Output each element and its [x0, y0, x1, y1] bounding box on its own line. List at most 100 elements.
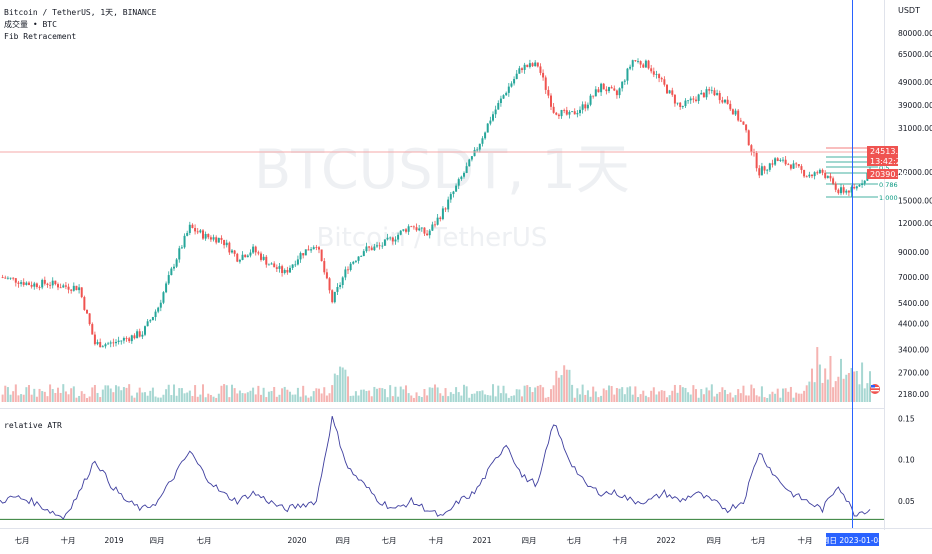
volume-bar: [57, 387, 59, 402]
symbol-legend[interactable]: Bitcoin / TetherUS, 1天, BINANCE: [4, 8, 157, 17]
volume-bar: [188, 390, 191, 402]
time-axis-label: 四月: [336, 536, 351, 545]
atr-pane[interactable]: [0, 410, 884, 528]
volume-bar: [133, 397, 136, 402]
atr-legend[interactable]: relative ATR: [4, 421, 62, 430]
candle-body: [847, 190, 850, 193]
candle-body: [331, 290, 334, 303]
candle-body: [755, 152, 758, 169]
volume-legend[interactable]: 成交量 • BTC: [4, 19, 57, 29]
volume-bar: [112, 392, 115, 402]
volume-bar: [702, 394, 705, 402]
candle-body: [402, 229, 405, 231]
candle-body: [510, 83, 513, 87]
volume-bar: [697, 397, 700, 402]
candle-body: [125, 338, 128, 339]
volume-bar: [724, 389, 726, 402]
candle-body: [133, 335, 136, 339]
volume-bar: [639, 394, 642, 402]
fib-legend[interactable]: Fib Retracement: [4, 32, 76, 41]
volume-bar: [671, 390, 674, 402]
candle-body: [805, 176, 808, 178]
volume-bar: [510, 395, 513, 402]
main-pane[interactable]: [0, 0, 884, 408]
price-scale[interactable]: USDT 80000.00 65000.00 49000.00 39000.00 310…: [898, 6, 932, 399]
volume-bar: [605, 390, 608, 402]
volume-bar: [689, 394, 692, 402]
candle-body: [589, 95, 592, 105]
candle-body: [347, 269, 349, 271]
volume-bar: [1, 394, 4, 402]
candle-body: [149, 320, 152, 322]
candle-body: [212, 237, 215, 240]
candle-body: [573, 111, 576, 115]
volume-bar: [376, 388, 378, 402]
volume-bar: [826, 379, 829, 402]
candle-body: [12, 277, 15, 279]
volume-bar: [742, 385, 745, 402]
volume-bar: [341, 367, 344, 402]
candle-body: [863, 180, 866, 184]
volume-bar: [360, 389, 363, 402]
candle-body: [789, 164, 792, 169]
candle-body: [93, 334, 96, 345]
volume-bar: [771, 391, 774, 402]
candle-body: [523, 64, 526, 70]
candle-body: [513, 78, 516, 84]
atr-line: [0, 415, 871, 520]
volume-bar: [565, 369, 568, 402]
volume-bar: [795, 392, 798, 402]
volume-bar: [478, 391, 481, 402]
candle-body: [294, 264, 297, 266]
volume-bar: [236, 393, 239, 402]
volume-bar: [186, 392, 189, 402]
candle-body: [811, 174, 813, 177]
volume-bar: [768, 394, 771, 402]
candle-body: [737, 110, 740, 121]
candle-body: [283, 269, 286, 273]
candle-body: [787, 164, 790, 166]
candle-body: [22, 282, 25, 285]
candle-body: [107, 343, 110, 345]
volume-bar: [146, 395, 149, 402]
volume-bar: [167, 384, 170, 402]
time-axis[interactable]: 七月 十月 2019 四月 七月 2020 四月 七月 十月 2021 四月 七月 十月 2022 四月 七月…: [15, 535, 813, 545]
volume-bar: [774, 393, 777, 402]
candle-body: [550, 95, 552, 107]
candle-body: [602, 83, 605, 90]
candle-body: [28, 282, 30, 285]
candle-body: [196, 231, 199, 233]
price-scale-tick: 80000.00: [898, 29, 932, 38]
volume-bar: [784, 388, 787, 402]
candle-body: [855, 186, 858, 189]
candle-body: [710, 90, 713, 92]
volume-bar: [349, 395, 352, 402]
candle-body: [228, 242, 231, 253]
candle-body: [57, 284, 59, 288]
flag-icon[interactable]: [870, 384, 880, 394]
volume-bar: [818, 364, 821, 402]
volume-bar: [333, 373, 336, 402]
volume-bar: [658, 391, 661, 402]
candle-body: [837, 189, 840, 194]
candle-body: [795, 163, 798, 165]
volume-bar: [46, 396, 49, 402]
candle-body: [199, 230, 202, 233]
volume-bar: [325, 395, 328, 402]
candle-body: [692, 98, 695, 100]
volume-bar: [589, 396, 592, 402]
candle-body: [742, 121, 745, 125]
candle-body: [542, 72, 545, 78]
volume-bar: [228, 397, 231, 402]
candle-body: [410, 226, 413, 228]
candle-body: [531, 63, 534, 67]
candle-body: [708, 89, 711, 91]
candle-body: [360, 255, 363, 257]
volume-bar: [320, 393, 323, 402]
volume-bar: [43, 391, 46, 402]
candle-body: [758, 168, 761, 176]
volume-bar: [621, 387, 624, 402]
atr-scale[interactable]: 0.15 0.10 0.05: [898, 414, 915, 506]
candle-body: [832, 178, 835, 184]
